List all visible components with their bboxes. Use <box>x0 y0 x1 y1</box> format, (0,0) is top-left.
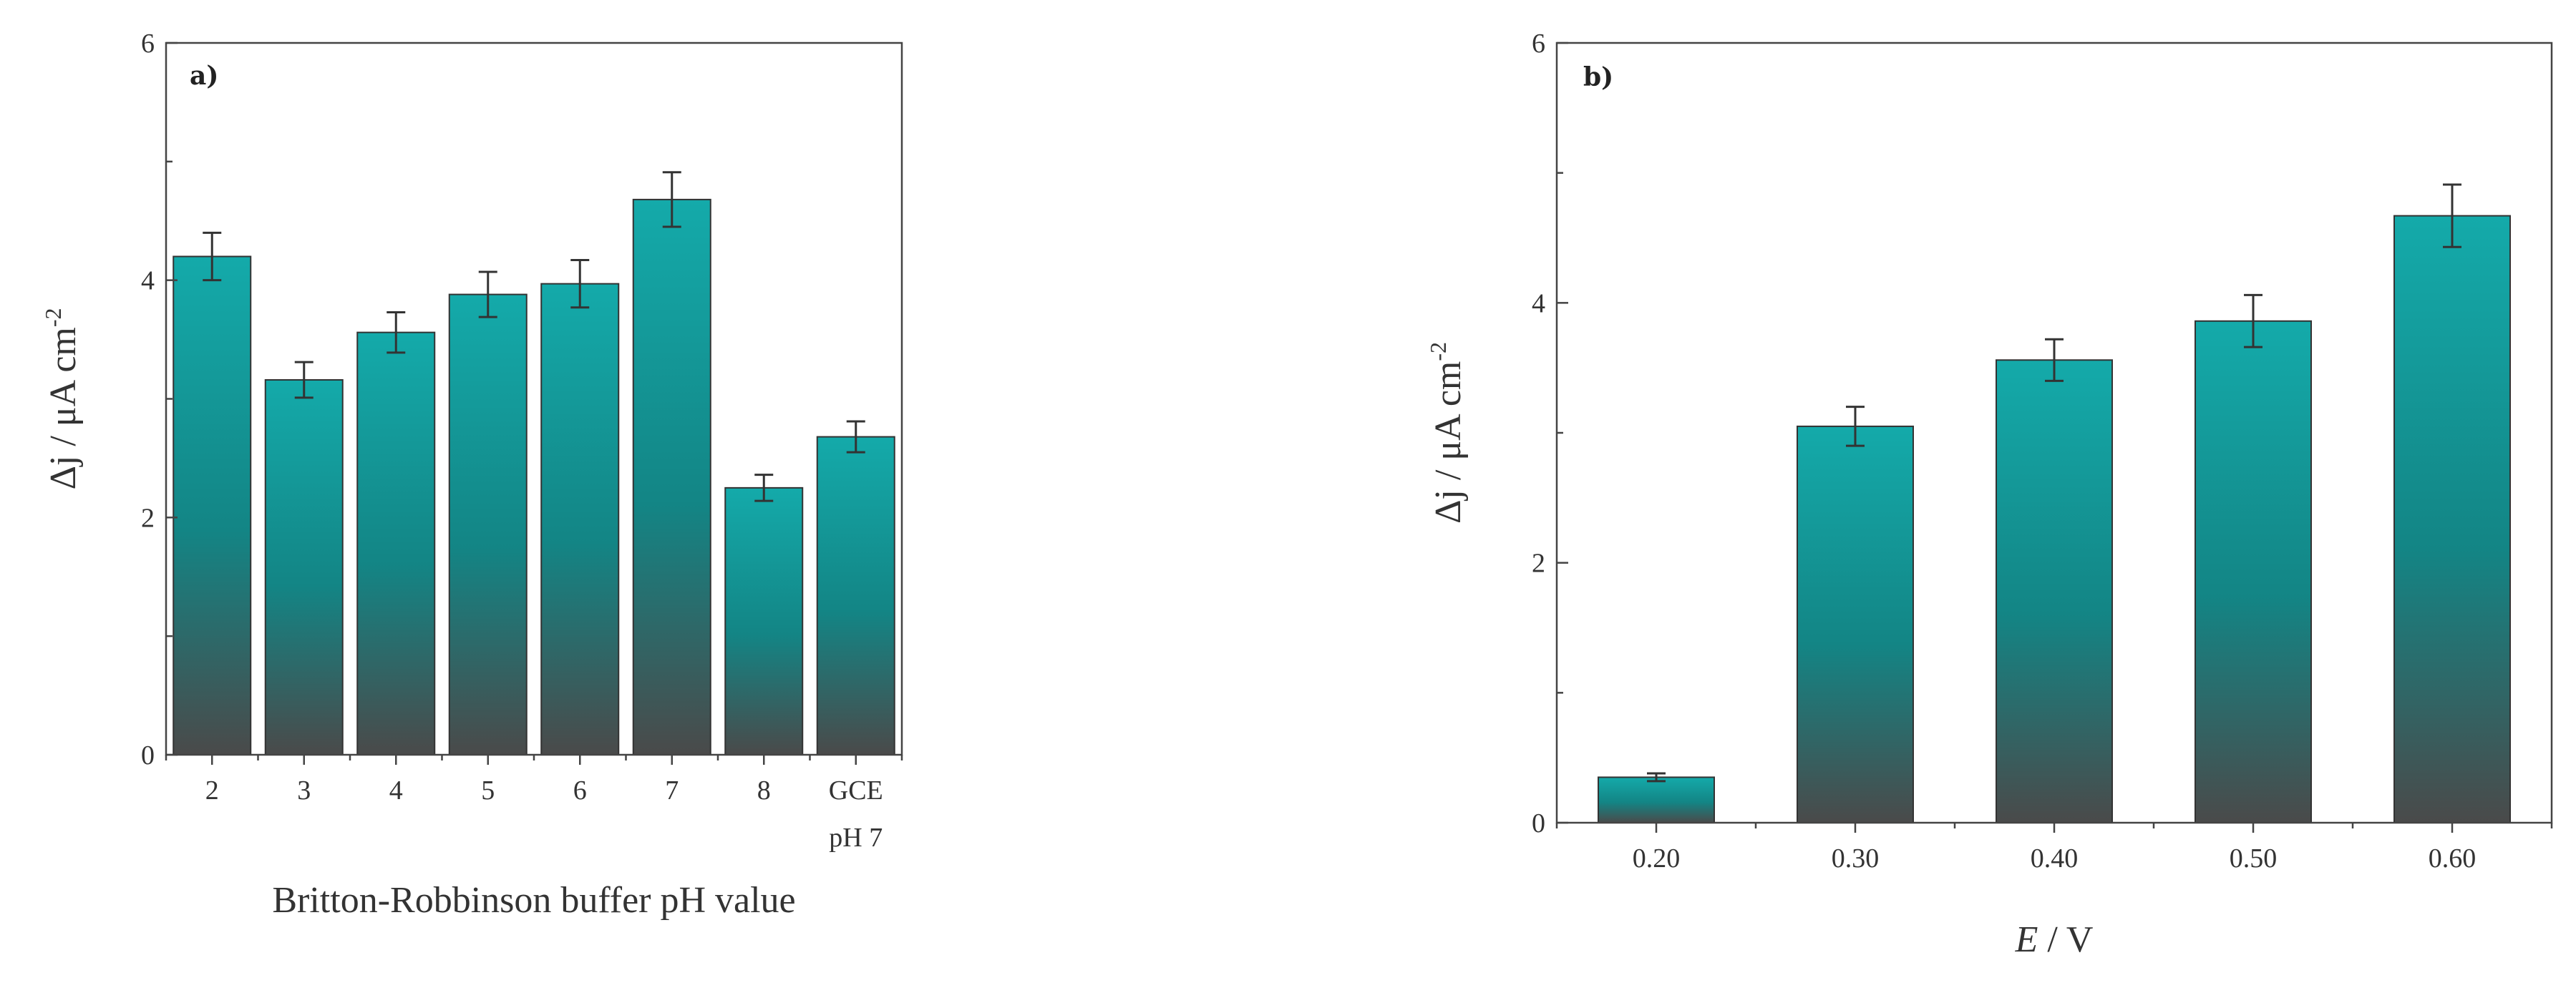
chart-a-y-axis-title: Δj / μA cm-2 <box>40 308 84 489</box>
chart-a-bar <box>540 283 620 755</box>
chart-a-x-tick-label: 4 <box>389 776 403 806</box>
chart-a-error-bar <box>478 270 497 318</box>
chart-b-y-tick-label: 0 <box>1532 808 1545 838</box>
chart-b-y-tick-label: 2 <box>1532 549 1545 579</box>
chart-a-error-bar <box>754 474 774 502</box>
chart-a-x-tick-sublabel: pH 7 <box>829 823 883 853</box>
chart-b-x-tick-label: 0.50 <box>2230 843 2278 874</box>
chart-b-x-tick-label: 0.30 <box>1832 843 1880 874</box>
chart-b-bars <box>1598 183 2511 824</box>
chart-a-x-tick-label: 5 <box>481 776 495 806</box>
chart-a-y-axis-title-sup: -2 <box>40 308 66 327</box>
chart-b-x-tick-label: 0.60 <box>2429 843 2477 874</box>
chart-a-bar <box>356 331 436 755</box>
chart-b-y-tick-label: 4 <box>1532 288 1545 318</box>
chart-a-error-bar <box>846 420 865 454</box>
chart-a-x-tick-label: 2 <box>205 776 219 806</box>
chart-b-error-bar <box>1846 406 1865 447</box>
chart-b-x-axis-title-var: E <box>2015 919 2038 960</box>
chart-a-x-tick-label: 8 <box>757 776 771 806</box>
chart-b-y-tick-label: 6 <box>1532 29 1545 59</box>
chart-b: 0.20 0.30 0.40 0.50 0.60 0 2 4 6 b) E / V Δj / μ… <box>1425 29 2553 960</box>
chart-b-bar <box>1598 776 1715 823</box>
chart-a-error-bar <box>203 231 222 282</box>
chart-a-y-tick-label: 0 <box>141 740 155 771</box>
chart-b-x-axis-title-unit: / V <box>2038 919 2093 960</box>
chart-b-bar <box>2393 215 2511 824</box>
chart-b-error-bar <box>2443 183 2461 248</box>
chart-a-error-bar <box>570 258 590 309</box>
chart-b-error-bar <box>2244 293 2262 348</box>
chart-b-bar <box>1996 359 2113 823</box>
chart-a-y-tick-label: 2 <box>141 503 155 533</box>
chart-a-error-bar <box>662 171 681 228</box>
chart-a-error-bar <box>387 310 406 354</box>
chart-a-x-axis-title: Britton-Robbinson buffer pH value <box>272 880 795 921</box>
chart-b-y-axis-title: Δj / μA cm-2 <box>1425 342 1469 524</box>
chart-a-bar <box>172 255 252 755</box>
chart-a-x-tick-label: 7 <box>665 776 679 806</box>
chart-a-x-tick-label: 6 <box>573 776 587 806</box>
chart-a-y-tick-label: 6 <box>141 29 155 59</box>
chart-a-bars <box>172 171 895 756</box>
chart-b-panel-label: b) <box>1583 62 1613 92</box>
chart-b-bar <box>2195 320 2312 823</box>
chart-a-bar <box>264 378 344 755</box>
chart-a-bar <box>724 486 804 755</box>
chart-b-x-tick-label: 0.20 <box>1633 843 1681 874</box>
chart-b-y-axis-title-main: Δj / μA cm <box>1428 361 1469 524</box>
chart-a-bar <box>632 198 711 755</box>
chart-a-bar <box>448 293 528 756</box>
chart-a-bar <box>816 436 895 755</box>
chart-b-x-tick-label: 0.40 <box>2031 843 2079 874</box>
chart-b-axes: 0.20 0.30 0.40 0.50 0.60 0 2 4 6 <box>1532 29 2553 874</box>
chart-b-x-axis-title: E / V <box>2015 919 2094 960</box>
chart-a-panel-label: a) <box>190 61 218 91</box>
chart-a: 2 3 4 5 6 7 8 GCE pH 7 0 2 4 6 a) Britton-Robbinson … <box>40 29 903 921</box>
chart-a-y-tick-label: 4 <box>141 266 155 296</box>
chart-b-error-bar <box>2045 338 2064 382</box>
chart-a-x-tick-label: 3 <box>297 776 311 806</box>
chart-b-error-bar <box>1647 772 1666 783</box>
chart-a-x-tick-label: GCE <box>829 776 883 806</box>
chart-a-axes: 2 3 4 5 6 7 8 GCE pH 7 0 2 4 6 <box>141 29 903 853</box>
chart-b-y-axis-title-sup: -2 <box>1425 342 1451 361</box>
chart-a-error-bar <box>294 361 314 399</box>
chart-a-y-axis-title-main: Δj / μA cm <box>43 327 84 489</box>
chart-b-bar <box>1797 425 1914 823</box>
